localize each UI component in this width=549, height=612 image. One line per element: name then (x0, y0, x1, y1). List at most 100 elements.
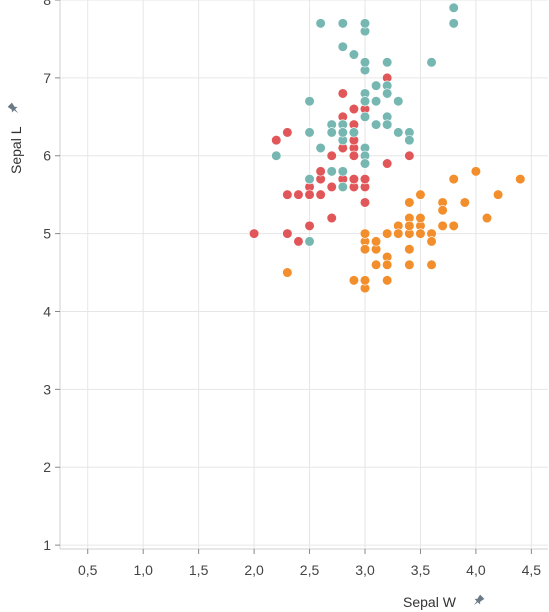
scatter-point-series-2[interactable] (326, 150, 337, 161)
scatter-point-series-3[interactable] (359, 18, 371, 29)
x-tick-label: 1,0 (133, 562, 153, 578)
scatter-point-series-1[interactable] (370, 259, 382, 270)
scatter-point-series-3[interactable] (370, 96, 382, 107)
scatter-point-series-3[interactable] (348, 127, 360, 138)
y-tick-label: 2 (43, 459, 51, 475)
scatter-point-series-3[interactable] (337, 166, 348, 177)
scatter-point-series-2[interactable] (304, 189, 315, 200)
scatter-point-series-3[interactable] (448, 18, 459, 29)
scatter-point-series-1[interactable] (359, 275, 371, 286)
y-axis-title[interactable]: Sepal L (8, 126, 24, 174)
scatter-point-series-3[interactable] (304, 127, 315, 138)
scatter-point-series-2[interactable] (271, 135, 282, 146)
x-tick-label: 0,5 (78, 562, 98, 578)
scatter-point-series-1[interactable] (415, 228, 426, 239)
scatter-point-series-3[interactable] (382, 57, 393, 68)
scatter-point-series-3[interactable] (337, 41, 348, 52)
scatter-point-series-1[interactable] (282, 267, 293, 278)
scatter-point-series-1[interactable] (382, 259, 393, 270)
scatter-point-series-1[interactable] (415, 212, 426, 224)
scatter-point-series-3[interactable] (393, 96, 404, 107)
scatter-point-series-2[interactable] (348, 174, 360, 185)
scatter-point-series-2[interactable] (315, 166, 326, 177)
scatter-point-series-3[interactable] (393, 127, 404, 138)
scatter-point-series-3[interactable] (382, 88, 393, 99)
scatter-point-series-1[interactable] (459, 197, 470, 208)
scatter-point-series-3[interactable] (304, 96, 315, 107)
scatter-point-series-1[interactable] (404, 244, 415, 255)
scatter-point-series-1[interactable] (359, 244, 371, 255)
y-tick-label: 6 (43, 148, 51, 164)
scatter-point-series-3[interactable] (304, 236, 315, 247)
scatter-point-series-1[interactable] (426, 236, 437, 247)
scatter-point-series-2[interactable] (282, 228, 293, 239)
data-points[interactable] (248, 2, 526, 294)
scatter-point-series-3[interactable] (359, 158, 371, 169)
scatter-point-series-3[interactable] (359, 57, 371, 68)
scatter-point-series-3[interactable] (370, 80, 382, 91)
scatter-point-series-2[interactable] (304, 220, 315, 231)
scatter-point-series-1[interactable] (470, 166, 482, 177)
grid (60, 0, 548, 549)
scatter-point-series-3[interactable] (337, 181, 348, 192)
scatter-point-series-1[interactable] (448, 220, 459, 231)
scatter-point-series-3[interactable] (337, 127, 348, 138)
scatter-point-series-3[interactable] (315, 142, 326, 154)
scatter-point-series-3[interactable] (382, 119, 393, 130)
scatter-point-series-1[interactable] (448, 174, 459, 185)
scatter-point-series-3[interactable] (426, 57, 437, 68)
scatter-point-series-2[interactable] (348, 150, 360, 161)
scatter-point-series-2[interactable] (282, 127, 293, 138)
scatter-point-series-3[interactable] (370, 119, 382, 130)
scatter-point-series-2[interactable] (359, 197, 371, 208)
scatter-point-series-3[interactable] (315, 18, 326, 29)
y-tick-label: 7 (43, 70, 51, 86)
scatter-point-series-2[interactable] (315, 189, 326, 200)
scatter-point-series-2[interactable] (293, 236, 304, 247)
scatter-point-series-1[interactable] (382, 228, 393, 239)
scatter-point-series-3[interactable] (359, 96, 371, 107)
scatter-point-series-1[interactable] (393, 228, 404, 239)
x-axis-pin-icon[interactable] (471, 594, 485, 608)
scatter-point-series-1[interactable] (437, 220, 448, 231)
scatter-point-series-3[interactable] (326, 127, 337, 138)
scatter-point-series-1[interactable] (404, 197, 415, 208)
scatter-point-series-2[interactable] (282, 189, 293, 200)
scatter-point-series-1[interactable] (370, 236, 382, 247)
scatter-point-series-2[interactable] (359, 174, 371, 185)
scatter-point-series-1[interactable] (415, 189, 426, 200)
scatter-point-series-3[interactable] (404, 135, 415, 146)
axes (59, 0, 548, 550)
x-tick-label: 3,0 (355, 562, 375, 578)
scatter-point-series-1[interactable] (437, 205, 448, 216)
y-axis-pin-icon[interactable] (7, 102, 21, 116)
scatter-point-series-3[interactable] (326, 166, 337, 177)
x-axis-ticks: 0,5 1,0 1,5 2,0 2,5 3,0 3,5 4,0 4,5 (78, 549, 541, 578)
scatter-point-series-1[interactable] (481, 212, 493, 224)
scatter-point-series-1[interactable] (515, 174, 526, 185)
scatter-point-series-2[interactable] (382, 158, 393, 169)
scatter-point-series-3[interactable] (271, 150, 282, 161)
scatter-point-series-1[interactable] (492, 189, 504, 200)
x-tick-label: 1,5 (189, 562, 209, 578)
scatter-point-series-1[interactable] (426, 259, 437, 270)
scatter-point-series-1[interactable] (348, 275, 360, 286)
scatter-point-series-1[interactable] (404, 259, 415, 270)
scatter-point-series-1[interactable] (382, 275, 393, 286)
scatter-point-series-1[interactable] (404, 220, 415, 231)
scatter-point-series-3[interactable] (304, 174, 315, 185)
x-axis-title[interactable]: Sepal W (403, 594, 457, 610)
scatter-point-series-2[interactable] (326, 181, 337, 192)
scatter-point-series-2[interactable] (293, 189, 304, 200)
scatter-point-series-2[interactable] (404, 150, 415, 161)
scatter-point-series-2[interactable] (326, 212, 337, 224)
scatter-point-series-2[interactable] (348, 103, 360, 115)
scatter-point-series-2[interactable] (337, 88, 348, 99)
scatter-point-series-1[interactable] (359, 228, 371, 239)
scatter-point-series-2[interactable] (248, 228, 260, 239)
scatter-point-series-3[interactable] (359, 111, 371, 122)
scatter-point-series-3[interactable] (348, 49, 360, 60)
scatter-point-series-3[interactable] (448, 2, 459, 13)
scatter-point-series-3[interactable] (337, 18, 348, 29)
